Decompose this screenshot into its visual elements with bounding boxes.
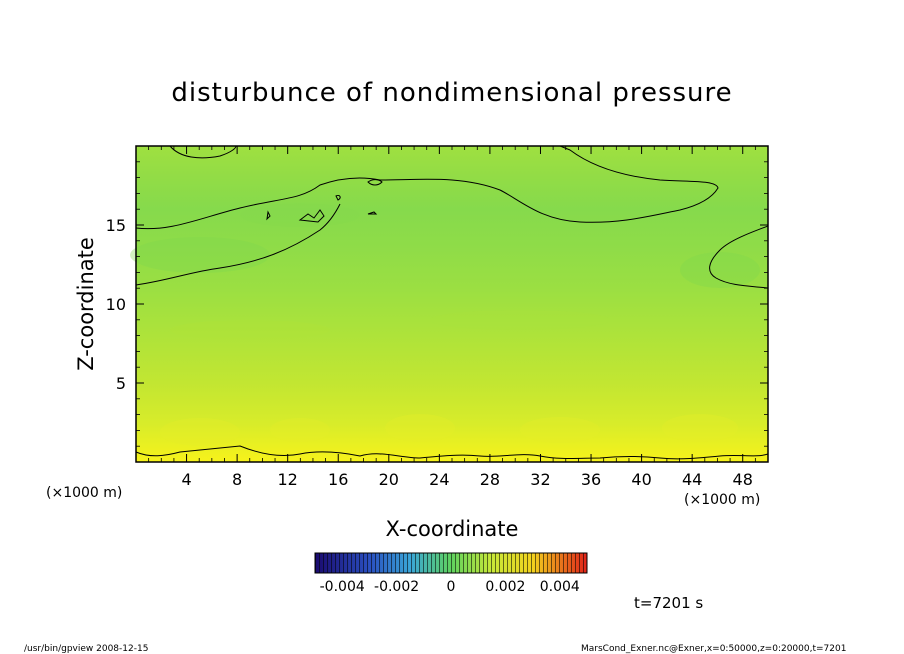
colorbar-ticks: -0.004 -0.002 0 0.002 0.004 — [320, 579, 580, 595]
x-tick-label: 20 — [379, 470, 399, 489]
colorbar-tick-label: -0.002 — [374, 579, 419, 595]
colorbar-stripes — [315, 553, 587, 573]
colorbar-frame — [314, 552, 588, 574]
colorbar-tick-label: 0.004 — [540, 579, 580, 595]
x-tick-label: 8 — [232, 470, 242, 489]
x-tick-label: 12 — [278, 470, 298, 489]
y-tick-label: 15 — [106, 216, 126, 235]
y-tick-label: 5 — [116, 374, 126, 393]
x-tick-label: 36 — [581, 470, 601, 489]
x-axis-label: X-coordinate — [386, 517, 519, 541]
x-tick-label: 48 — [733, 470, 753, 489]
colorbar-tick-label: 0.002 — [485, 579, 525, 595]
colorbar-tick-label: 0 — [447, 579, 456, 595]
colorbar: -0.004 -0.002 0 0.002 0.004 — [314, 552, 588, 595]
x-axis: 4 8 12 16 20 24 28 32 36 40 44 48 — [135, 146, 769, 489]
y-axis: 5 10 15 — [106, 145, 768, 463]
x-axis-unit: (×1000 m) — [684, 492, 760, 508]
footer-left: /usr/bin/gpview 2008-12-15 — [24, 644, 148, 654]
contour-lines — [135, 145, 769, 460]
x-tick-label: 40 — [631, 470, 651, 489]
footer-right: MarsCond_Exner.nc@Exner,x=0:50000,z=0:20… — [581, 644, 846, 654]
x-tick-label: 28 — [480, 470, 500, 489]
heatmap-field — [136, 146, 768, 462]
x-tick-label: 16 — [328, 470, 348, 489]
y-axis-label: Z-coordinate — [74, 237, 98, 371]
x-tick-label: 32 — [530, 470, 550, 489]
chart-title: disturbunce of nondimensional pressure — [171, 78, 732, 108]
colorbar-tick-label: -0.004 — [320, 579, 365, 595]
x-tick-label: 44 — [682, 470, 702, 489]
x-tick-label: 24 — [429, 470, 449, 489]
y-axis-unit: (×1000 m) — [46, 485, 122, 501]
field-texture — [130, 203, 760, 446]
y-tick-label: 10 — [106, 295, 126, 314]
plot-area — [130, 145, 769, 463]
time-label: t=7201 s — [634, 594, 703, 612]
x-tick-label: 4 — [181, 470, 191, 489]
